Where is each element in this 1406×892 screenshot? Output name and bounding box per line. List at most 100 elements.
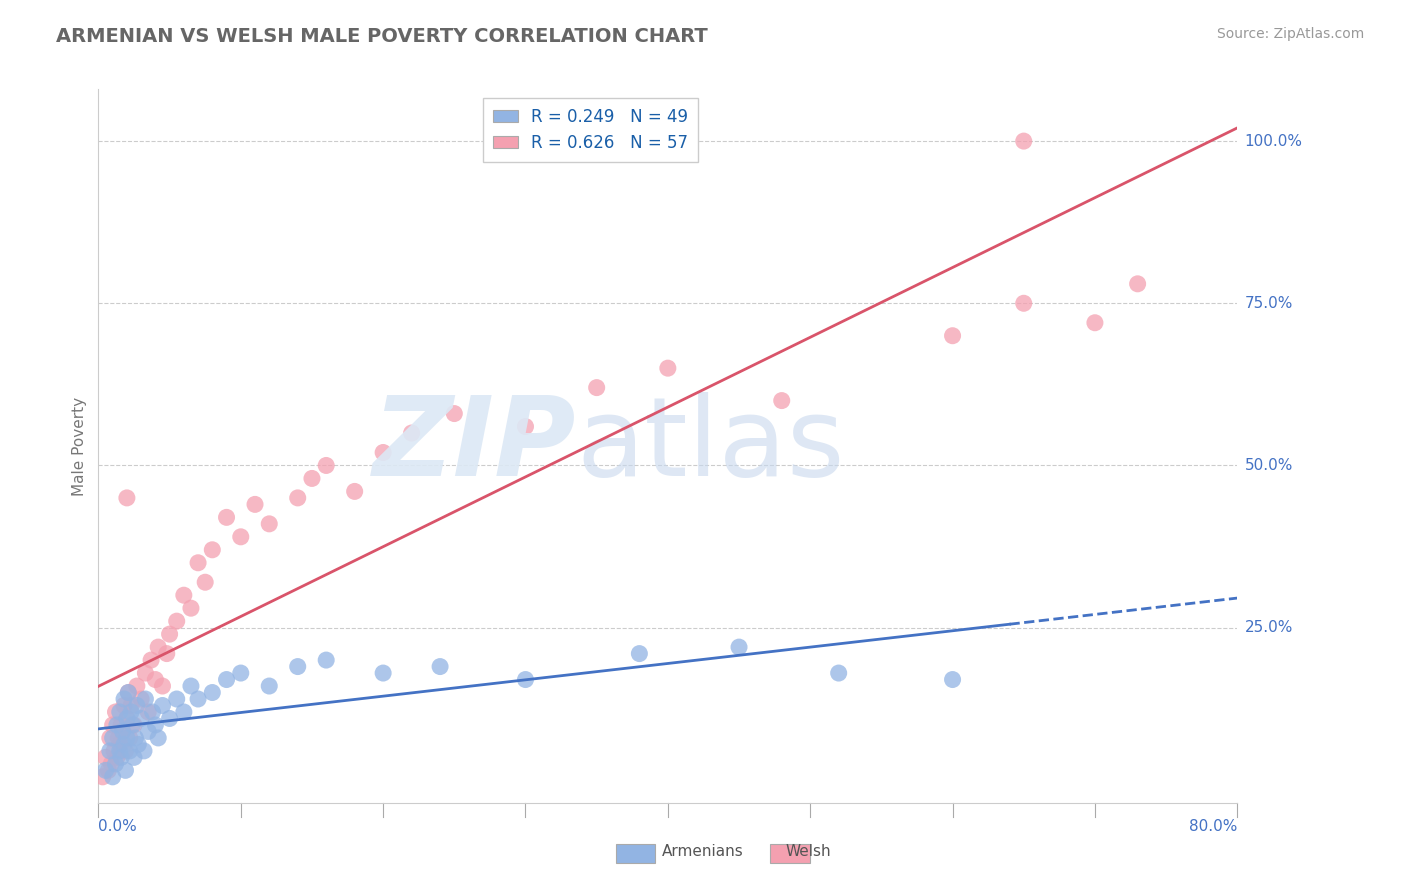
Point <box>125 698 148 713</box>
Text: 50.0%: 50.0% <box>1244 458 1292 473</box>
Point <box>515 419 537 434</box>
Point <box>111 724 134 739</box>
Point <box>114 744 136 758</box>
Point <box>136 724 159 739</box>
Point <box>91 770 114 784</box>
Point <box>401 425 423 440</box>
Point <box>229 666 252 681</box>
Point <box>94 750 117 764</box>
Point <box>166 614 188 628</box>
Point <box>120 705 142 719</box>
Point <box>373 666 395 681</box>
Text: 25.0%: 25.0% <box>1244 620 1292 635</box>
Point <box>259 516 281 531</box>
Point <box>103 744 125 758</box>
Point <box>101 718 124 732</box>
Point <box>100 756 122 771</box>
Point <box>145 718 167 732</box>
Point <box>152 679 174 693</box>
Point <box>122 718 145 732</box>
Text: ZIP: ZIP <box>373 392 576 500</box>
Point <box>1126 277 1149 291</box>
Point <box>315 653 337 667</box>
Point <box>515 673 537 687</box>
Text: 0.0%: 0.0% <box>98 819 138 834</box>
Point <box>125 679 148 693</box>
Point <box>148 640 170 654</box>
Point <box>97 764 120 778</box>
Point <box>156 647 179 661</box>
Point <box>180 601 202 615</box>
Point <box>141 705 163 719</box>
Point <box>215 510 238 524</box>
Point <box>159 711 181 725</box>
Text: 100.0%: 100.0% <box>1244 134 1302 149</box>
Point <box>229 530 252 544</box>
Point <box>259 679 281 693</box>
Text: 75.0%: 75.0% <box>1244 296 1292 310</box>
Text: Welsh: Welsh <box>786 845 831 859</box>
Point <box>129 711 152 725</box>
Point <box>121 718 143 732</box>
Point <box>108 744 131 758</box>
Point <box>187 556 209 570</box>
Text: 80.0%: 80.0% <box>1189 819 1237 834</box>
Point <box>942 673 965 687</box>
Point <box>94 764 117 778</box>
Point <box>942 328 965 343</box>
Point <box>628 647 651 661</box>
Text: ARMENIAN VS WELSH MALE POVERTY CORRELATION CHART: ARMENIAN VS WELSH MALE POVERTY CORRELATI… <box>56 27 709 45</box>
Point <box>122 750 145 764</box>
Point <box>110 718 132 732</box>
Y-axis label: Male Poverty: Male Poverty <box>72 396 87 496</box>
Point <box>118 744 141 758</box>
Point <box>115 731 138 745</box>
Point <box>134 666 156 681</box>
Point <box>148 731 170 745</box>
Point <box>108 738 131 752</box>
Point <box>159 627 181 641</box>
Point <box>301 471 323 485</box>
Point <box>117 685 139 699</box>
Point <box>287 659 309 673</box>
Point <box>115 711 138 725</box>
Point <box>110 750 132 764</box>
Point <box>180 679 202 693</box>
Point <box>1012 134 1035 148</box>
Point <box>215 673 238 687</box>
Point <box>770 393 793 408</box>
Point <box>373 445 395 459</box>
Point <box>1084 316 1107 330</box>
Point <box>112 698 135 713</box>
Point <box>108 705 131 719</box>
Point <box>132 744 155 758</box>
Point <box>201 685 224 699</box>
Point <box>118 731 141 745</box>
Point <box>139 653 162 667</box>
Point <box>104 705 127 719</box>
Point <box>201 542 224 557</box>
Point <box>315 458 337 473</box>
Text: atlas: atlas <box>576 392 845 500</box>
Point <box>105 718 128 732</box>
Point <box>657 361 679 376</box>
Point <box>173 588 195 602</box>
Point <box>112 738 135 752</box>
Point <box>127 738 149 752</box>
Point <box>1012 296 1035 310</box>
Point <box>98 744 121 758</box>
Point <box>828 666 851 681</box>
Point <box>105 750 128 764</box>
Point <box>173 705 195 719</box>
Point <box>429 659 451 673</box>
Point <box>124 731 146 745</box>
Text: Armenians: Armenians <box>662 845 744 859</box>
Legend: R = 0.249   N = 49, R = 0.626   N = 57: R = 0.249 N = 49, R = 0.626 N = 57 <box>482 97 697 161</box>
Point <box>115 491 138 505</box>
Point <box>443 407 465 421</box>
Point <box>243 497 266 511</box>
Point <box>114 764 136 778</box>
Point <box>585 381 607 395</box>
Point <box>111 724 134 739</box>
Point <box>104 756 127 771</box>
